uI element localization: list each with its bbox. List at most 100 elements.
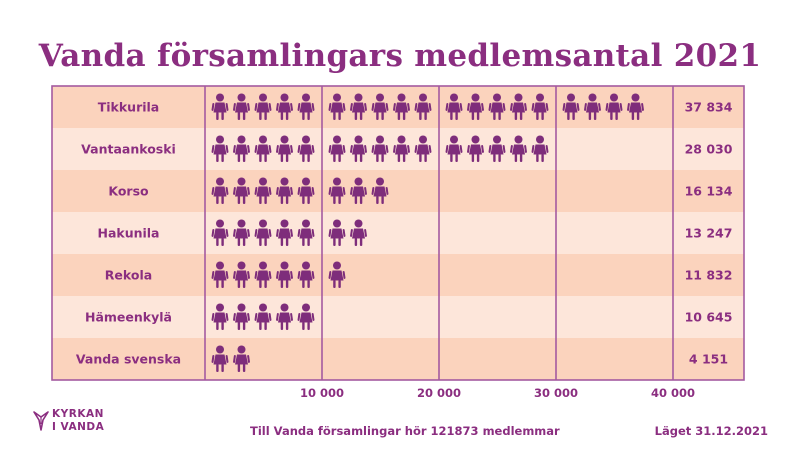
logo-text-line1: KYRKAN [52, 408, 104, 420]
category-label: Hämeenkylä [85, 310, 172, 325]
person-icon [297, 261, 315, 288]
person-icon [393, 135, 410, 162]
person-icon [233, 135, 250, 162]
grid-lines [51, 85, 745, 381]
person-icon [233, 303, 250, 330]
person-icon [531, 135, 549, 162]
person-icons [211, 93, 644, 372]
row-backgrounds [52, 86, 744, 380]
person-icon [531, 93, 549, 120]
value-label: 37 834 [685, 100, 733, 115]
person-icon [371, 93, 389, 120]
person-icon [254, 219, 272, 246]
x-tick-label: 40 000 [651, 386, 695, 400]
x-tick-labels: 10 000 20 000 30 000 40 000 [300, 386, 695, 400]
person-icon [350, 93, 367, 120]
bird-logo-icon [33, 411, 49, 431]
person-icon [371, 177, 389, 204]
person-icon [276, 219, 293, 246]
category-label: Rekola [105, 268, 152, 283]
person-icon [233, 345, 250, 372]
person-icon [254, 177, 272, 204]
person-icon [297, 303, 315, 330]
person-icon [562, 93, 580, 120]
person-icon [328, 93, 346, 120]
person-icon [328, 177, 346, 204]
category-label: Vanda svenska [76, 352, 181, 367]
row-background [52, 296, 744, 338]
person-icon [414, 135, 432, 162]
x-tick-label: 20 000 [417, 386, 461, 400]
person-icon [233, 219, 250, 246]
value-label: 28 030 [685, 142, 733, 157]
person-icon [297, 219, 315, 246]
person-icon [276, 303, 293, 330]
person-icon [254, 135, 272, 162]
category-label: Korso [108, 184, 149, 199]
person-icon [393, 93, 410, 120]
person-icon [445, 135, 463, 162]
value-label: 10 645 [685, 310, 733, 325]
person-icon [488, 135, 506, 162]
person-icon [328, 261, 346, 288]
value-label: 4 151 [689, 352, 728, 367]
person-icon [627, 93, 644, 120]
chart-title: Vanda församlingars medlemsantal 2021 [38, 38, 762, 74]
person-icon [276, 135, 293, 162]
person-icon [584, 93, 601, 120]
value-labels: 37 834 28 030 16 134 13 247 11 832 10 645 4 15… [685, 100, 733, 367]
person-icon [350, 219, 367, 246]
person-icon [211, 93, 229, 120]
person-icon [254, 303, 272, 330]
row-background [52, 338, 744, 380]
row-background [52, 170, 744, 212]
person-icon [297, 93, 315, 120]
person-icon [350, 135, 367, 162]
chart-border [51, 85, 745, 381]
date-text: Läget 31.12.2021 [654, 424, 768, 438]
category-label: Vantaankoski [81, 142, 176, 157]
category-labels: Tikkurila Vantaankoski Korso Hakunila Rekola… [76, 100, 181, 367]
x-tick-label: 10 000 [300, 386, 344, 400]
kyrkan-i-vanda-logo: KYRKAN I VANDA [32, 406, 122, 440]
person-icon [510, 93, 527, 120]
person-icon [211, 345, 229, 372]
person-icon [276, 261, 293, 288]
category-label: Tikkurila [98, 100, 160, 115]
person-icon [233, 261, 250, 288]
person-icon [254, 93, 272, 120]
row-background [52, 254, 744, 296]
person-icon [414, 93, 432, 120]
person-icon [488, 93, 506, 120]
person-icon [211, 135, 229, 162]
person-icon [467, 93, 484, 120]
person-icon [371, 135, 389, 162]
x-tick-label: 30 000 [534, 386, 578, 400]
person-icon [297, 135, 315, 162]
value-label: 11 832 [685, 268, 733, 283]
person-icon [605, 93, 623, 120]
value-label: 16 134 [685, 184, 733, 199]
person-icon [328, 135, 346, 162]
row-background [52, 212, 744, 254]
person-icon [233, 93, 250, 120]
person-icon [350, 177, 367, 204]
value-label: 13 247 [685, 226, 733, 241]
category-label: Hakunila [97, 226, 159, 241]
members-total-text: Till Vanda församlingar hör 121873 medle… [250, 424, 560, 438]
person-icon [211, 303, 229, 330]
person-icon [211, 177, 229, 204]
person-icon [254, 261, 272, 288]
person-icon [445, 93, 463, 120]
person-icon [276, 93, 293, 120]
person-icon [211, 261, 229, 288]
person-icon [211, 219, 229, 246]
logo-text-line2: I VANDA [52, 421, 105, 433]
person-icon [276, 177, 293, 204]
person-icon [233, 177, 250, 204]
person-icon [328, 219, 346, 246]
person-icon [467, 135, 484, 162]
person-icon [510, 135, 527, 162]
person-icon [297, 177, 315, 204]
